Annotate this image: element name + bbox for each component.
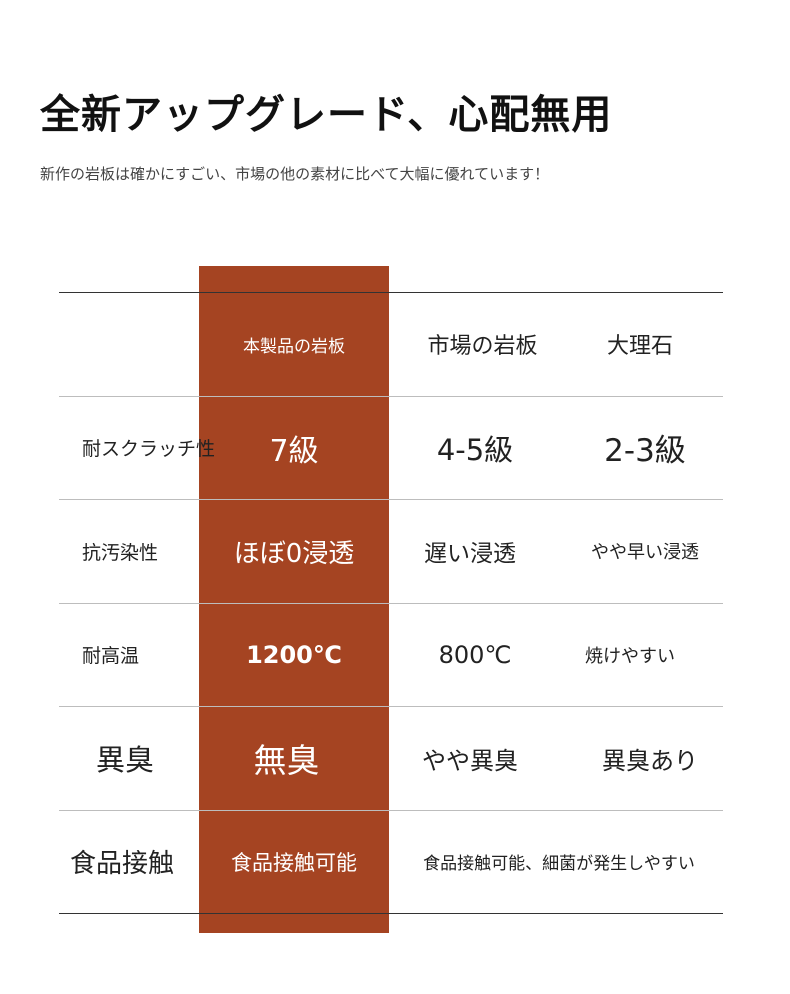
- product-food-contact-value: 食品接触可能: [231, 850, 357, 875]
- featured-column-highlight: [199, 266, 389, 933]
- row-label-stain: 抗汚染性: [82, 541, 159, 564]
- product-scratch-value: 7級: [269, 433, 319, 469]
- market-odor-value: やや異臭: [422, 746, 518, 775]
- product-stain-value: ほぼ0浸透: [233, 538, 355, 569]
- table-top-rule: [59, 292, 723, 293]
- market-heat-value: 800℃: [438, 640, 512, 669]
- column-header-market: 市場の岩板: [427, 334, 538, 359]
- row-divider: [59, 499, 723, 500]
- row-divider: [59, 810, 723, 811]
- row-label-food-contact: 食品接触: [70, 849, 175, 879]
- market-stain-value: 遅い浸透: [424, 541, 516, 567]
- market-marble-food-contact-value: 食品接触可能、細菌が発生しやすい: [423, 854, 695, 874]
- marble-odor-value: 異臭あり: [602, 746, 698, 775]
- row-label-odor: 異臭: [95, 743, 154, 777]
- row-divider: [59, 603, 723, 604]
- column-header-marble: 大理石: [606, 334, 673, 359]
- row-label-heat: 耐高温: [82, 645, 140, 667]
- product-odor-value: 無臭: [253, 741, 320, 780]
- row-divider: [59, 706, 723, 707]
- marble-stain-value: やや早い浸透: [591, 542, 699, 563]
- product-heat-value: 1200℃: [246, 640, 342, 669]
- column-header-product: 本製品の岩板: [243, 336, 345, 357]
- marble-scratch-value: 2-3級: [604, 433, 686, 469]
- marble-heat-value: 焼けやすい: [585, 645, 675, 667]
- market-scratch-value: 4-5級: [436, 432, 514, 467]
- page-subtitle: 新作の岩板は確かにすごい、市場の他の素材に比べて大幅に優れています！: [40, 165, 550, 183]
- table-bottom-rule: [59, 913, 723, 914]
- row-label-scratch: 耐スクラッチ性: [82, 438, 216, 460]
- row-divider: [59, 396, 723, 397]
- page-title: 全新アップグレード、心配無用: [40, 92, 613, 138]
